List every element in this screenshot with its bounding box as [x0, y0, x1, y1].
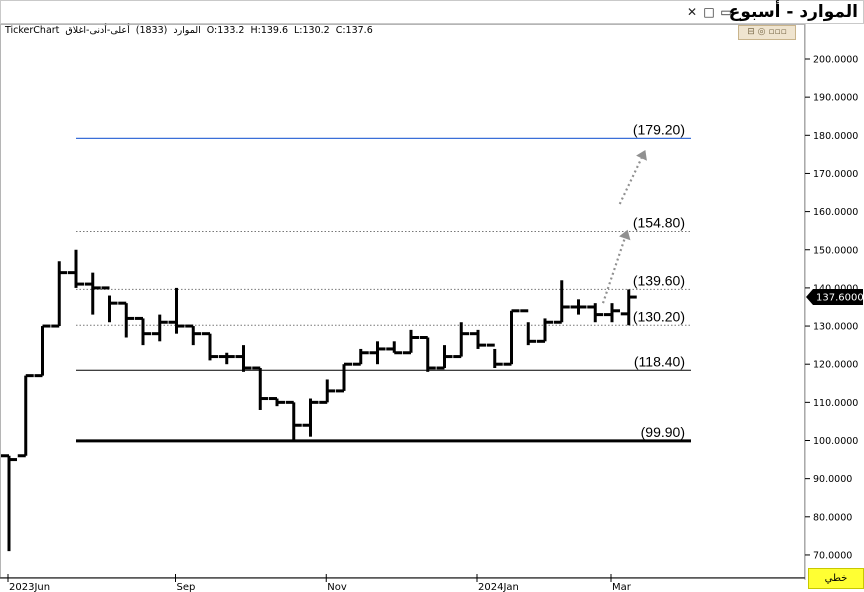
y-tick-label-9: 110.0000: [813, 398, 858, 409]
x-tick-label-0: 2023Jun: [9, 582, 50, 592]
ohlc-bars: [1, 249, 637, 552]
arrow-1-shaft: [618, 157, 643, 205]
level-label-3: (130.20): [633, 308, 685, 324]
window-title: الموارد - أسبوع: [728, 2, 858, 22]
y-tick-label-4: 160.0000: [813, 207, 858, 218]
minimize-icon[interactable]: ▭: [720, 5, 732, 19]
y-tick-label-1: 190.0000: [813, 93, 858, 104]
y-tick-label-10: 100.0000: [813, 436, 858, 447]
last-price-tag: 137.6000: [806, 289, 864, 306]
arrow-1-head: [636, 150, 647, 161]
chart-mini-toolbar[interactable]: ⊟ ◎ ▫▫▫: [738, 25, 796, 40]
y-tick-label-7: 130.0000: [813, 322, 858, 333]
open-value: O:133.2: [206, 25, 245, 36]
symbol-name: الموارد: [173, 25, 201, 36]
y-tick-label-5: 150.0000: [813, 245, 858, 256]
symbol-info: TickerChart الموارد (1833) أعلى-أدنى-اغلاق O…: [5, 25, 379, 36]
y-tick-label-13: 70.0000: [813, 550, 852, 561]
x-axis: 2023Jun Sep Nov 2024Jan Mar: [7, 574, 632, 592]
app-name: TickerChart: [5, 25, 60, 36]
x-tick-label-4: Mar: [612, 582, 632, 592]
y-axis: 200.0000 190.0000 180.0000 170.0000 160.0000…: [805, 55, 858, 561]
y-tick-label-6: 140.0000: [813, 283, 858, 294]
arrow-0-shaft: [601, 237, 626, 304]
close-value: C:137.6: [335, 25, 373, 36]
level-label-0: (179.20): [633, 121, 685, 137]
price-tag-shape: [806, 289, 863, 306]
close-icon[interactable]: ✕: [686, 5, 698, 19]
restore-icon[interactable]: □: [703, 5, 715, 19]
y-tick-label-0: 200.0000: [813, 55, 858, 66]
low-value: L:130.2: [294, 25, 330, 36]
window-titlebar: ✕ □ ▭ الموارد - أسبوع: [0, 0, 864, 24]
y-tick-label-8: 120.0000: [813, 360, 858, 371]
chart-style-button[interactable]: خطي: [808, 568, 864, 589]
level-label-1: (154.80): [633, 214, 685, 230]
y-tick-label-11: 90.0000: [813, 474, 852, 485]
y-tick-label-12: 80.0000: [813, 512, 852, 523]
level-label-2: (139.60): [633, 272, 685, 288]
x-tick-label-2: Nov: [327, 582, 347, 592]
high-value: H:139.6: [250, 25, 289, 36]
level-label-4: (118.40): [634, 353, 685, 369]
arrow-0-head: [619, 229, 631, 241]
y-tick-label-3: 170.0000: [813, 169, 858, 180]
level-lines: (179.20) (154.80) (139.60) (130.20) (118.40)…: [76, 121, 691, 443]
y-tick-label-2: 180.0000: [813, 131, 858, 142]
symbol-code: (1833): [135, 25, 168, 36]
x-tick-label-1: Sep: [177, 582, 196, 592]
price-tag-label: 137.6000: [816, 293, 864, 304]
plot-area-border: [0, 24, 805, 578]
level-label-5: (99.90): [641, 424, 685, 440]
x-tick-label-3: 2024Jan: [478, 582, 519, 592]
projection-arrows: [601, 150, 647, 304]
ohlc-label: أعلى-أدنى-اغلاق: [65, 25, 130, 36]
